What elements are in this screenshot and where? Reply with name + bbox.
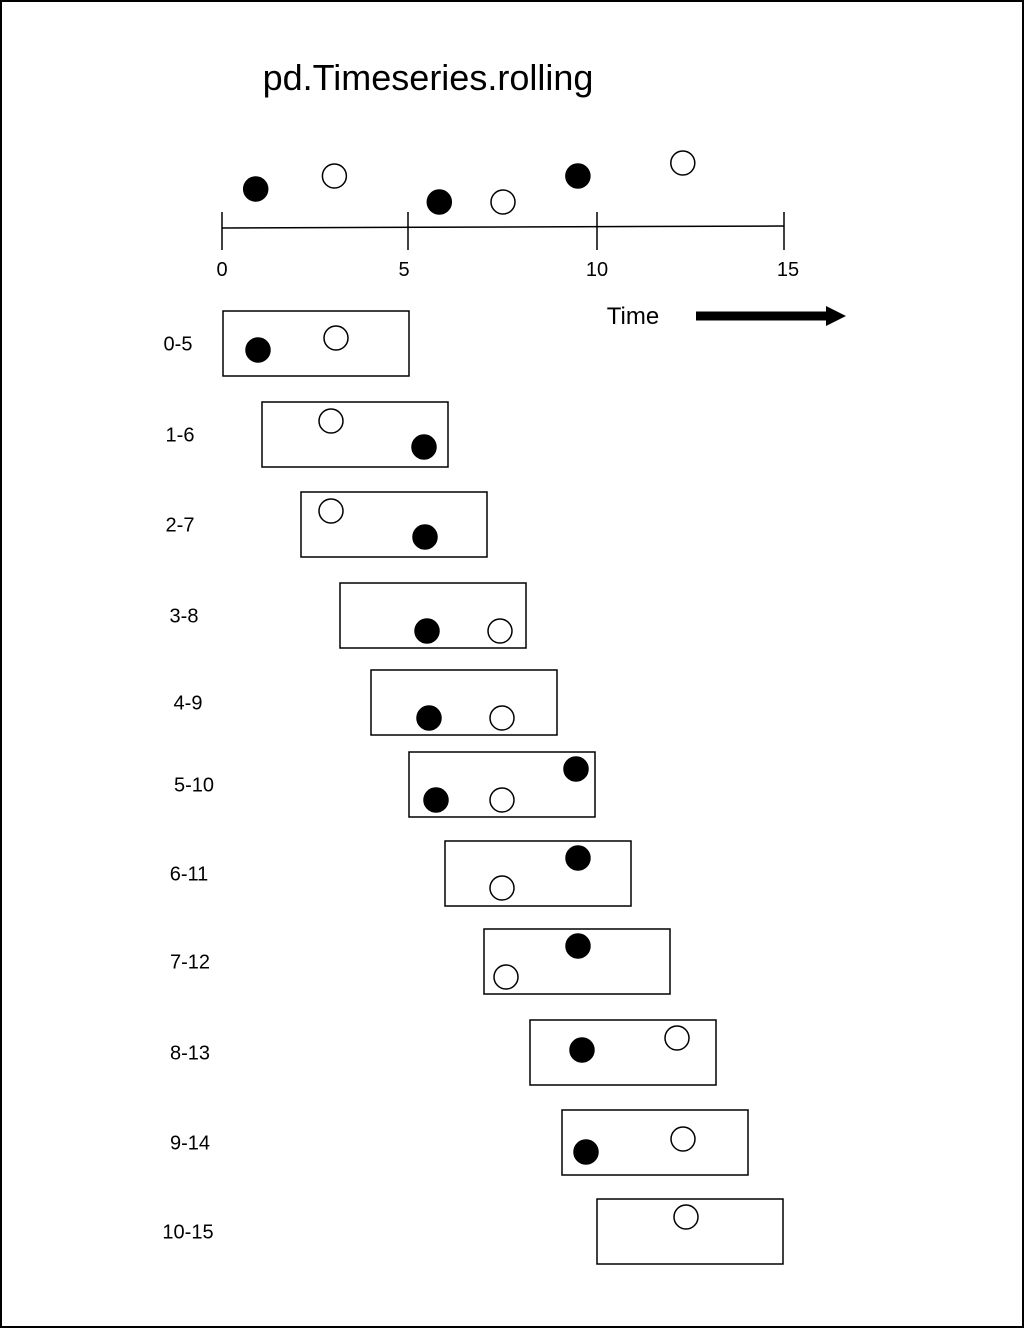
- window-box: [300, 491, 488, 558]
- window-row: 6-11: [170, 840, 632, 907]
- windows-group: 0-5 1-6 2-7 3-8 4-9 5-10 6-11 7-12 8-13 9-14 10-15: [162, 310, 784, 1265]
- window-row: 0-5: [164, 310, 410, 377]
- window-box: [261, 401, 449, 468]
- window-label: 4-9: [174, 693, 203, 715]
- window-row: 3-8: [170, 582, 527, 649]
- window-box: [529, 1019, 717, 1086]
- hollow-point: [318, 498, 344, 524]
- filled-point: [565, 845, 591, 871]
- hollow-point: [670, 1126, 696, 1152]
- window-label: 0-5: [164, 334, 193, 356]
- window-row: 8-13: [170, 1019, 717, 1086]
- window-label: 7-12: [170, 952, 210, 974]
- filled-point: [242, 176, 269, 202]
- window-row: 10-15: [162, 1198, 784, 1265]
- window-box: [483, 928, 671, 995]
- hollow-point: [489, 875, 515, 901]
- tick-label: 10: [586, 259, 608, 281]
- hollow-point: [673, 1204, 699, 1230]
- hollow-point: [318, 408, 344, 434]
- window-label: 5-10: [174, 775, 214, 797]
- window-label: 2-7: [166, 515, 195, 537]
- filled-point: [565, 163, 591, 189]
- filled-point: [414, 618, 440, 644]
- window-box: [408, 751, 596, 818]
- filled-point: [565, 933, 591, 959]
- window-row: 1-6: [166, 401, 449, 468]
- diagram-title: pd.Timeseries.rolling: [263, 57, 594, 98]
- window-box: [339, 582, 527, 649]
- window-box: [444, 840, 632, 907]
- tick-label: 15: [777, 259, 799, 281]
- filled-point: [423, 787, 449, 813]
- window-label: 9-14: [170, 1133, 210, 1155]
- top-points-group: [242, 150, 696, 215]
- axis-line: [221, 225, 785, 229]
- filled-point: [412, 524, 438, 550]
- time-axis: 0 5 10 15: [216, 212, 799, 281]
- window-row: 5-10: [174, 751, 596, 818]
- filled-point: [426, 189, 453, 215]
- window-label: 8-13: [170, 1043, 210, 1065]
- hollow-point: [487, 618, 513, 644]
- window-row: 4-9: [174, 669, 558, 736]
- window-label: 6-11: [170, 864, 209, 886]
- filled-point: [563, 756, 589, 782]
- hollow-point: [323, 325, 349, 351]
- window-label: 1-6: [166, 425, 195, 447]
- window-row: 7-12: [170, 928, 671, 995]
- window-box: [561, 1109, 749, 1176]
- hollow-point: [670, 150, 696, 176]
- hollow-point: [489, 705, 515, 731]
- time-label: Time: [607, 303, 659, 330]
- filled-point: [573, 1139, 599, 1165]
- window-row: 2-7: [166, 491, 488, 558]
- window-label: 3-8: [170, 606, 199, 628]
- time-arrow-icon: [696, 306, 846, 326]
- tick-label: 5: [398, 259, 409, 281]
- window-box: [370, 669, 558, 736]
- window-label: 10-15: [162, 1222, 213, 1244]
- filled-point: [245, 337, 271, 363]
- window-box: [596, 1198, 784, 1265]
- window-row: 9-14: [170, 1109, 749, 1176]
- filled-point: [569, 1037, 595, 1063]
- tick-label: 0: [216, 259, 227, 281]
- hollow-point: [490, 189, 516, 215]
- hollow-point: [493, 964, 519, 990]
- filled-point: [411, 434, 437, 460]
- hollow-point: [664, 1025, 690, 1051]
- hollow-point: [489, 787, 515, 813]
- window-box: [222, 310, 410, 377]
- filled-point: [416, 705, 442, 731]
- hollow-point: [321, 163, 348, 189]
